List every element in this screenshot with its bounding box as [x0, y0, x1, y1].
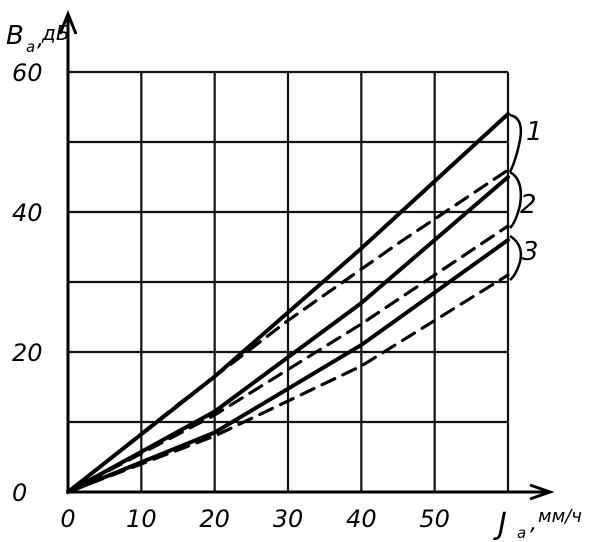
curve-label-3: 3	[522, 237, 539, 267]
curve-labels: 1 2 3	[520, 117, 543, 267]
x-axis-title: J a , мм/ч	[493, 506, 582, 542]
brace-3	[509, 234, 523, 281]
series-3-solid-line	[66, 238, 510, 494]
x-tick-label: 40	[346, 505, 377, 533]
x-axis-label-sep: ,	[530, 511, 537, 536]
x-tick-label: 20	[199, 505, 230, 533]
y-axis-title: B a , дБ	[6, 21, 70, 56]
brace-2	[509, 170, 523, 229]
y-tick-label: 40	[12, 199, 43, 227]
curve-braces	[508, 113, 523, 281]
y-axis-arrow	[58, 9, 78, 35]
series-1-dashed-line	[66, 168, 510, 494]
y-axis-unit: дБ	[41, 21, 70, 45]
tick-labels: 0 10 20 30 40 50 0 20 40 60	[12, 59, 450, 533]
x-tick-label: 0	[60, 505, 75, 533]
series-group	[66, 112, 510, 494]
x-axis-arrow	[529, 483, 555, 501]
grid	[68, 70, 510, 492]
x-axis-unit: мм/ч	[538, 506, 582, 527]
y-axis-label-sub: a	[26, 38, 35, 56]
y-tick-label: 0	[12, 479, 27, 507]
series-3-dashed-line	[66, 273, 510, 494]
x-tick-label: 30	[273, 505, 304, 533]
axes	[58, 9, 555, 501]
x-tick-label: 10	[126, 505, 157, 533]
y-tick-label: 60	[12, 59, 43, 87]
y-axis-label-sep: ,	[37, 27, 44, 52]
x-axis-label-sub: a	[517, 524, 526, 542]
x-axis-label: J	[493, 507, 507, 542]
series-2-solid-line	[66, 175, 510, 494]
x-tick-label: 50	[419, 505, 450, 533]
curve-label-2: 2	[520, 190, 537, 220]
y-axis-label: B	[6, 21, 24, 51]
y-tick-label: 20	[12, 339, 43, 367]
brace-1	[508, 113, 523, 173]
curve-label-1: 1	[526, 117, 543, 147]
series-2-dashed-line	[66, 224, 510, 494]
